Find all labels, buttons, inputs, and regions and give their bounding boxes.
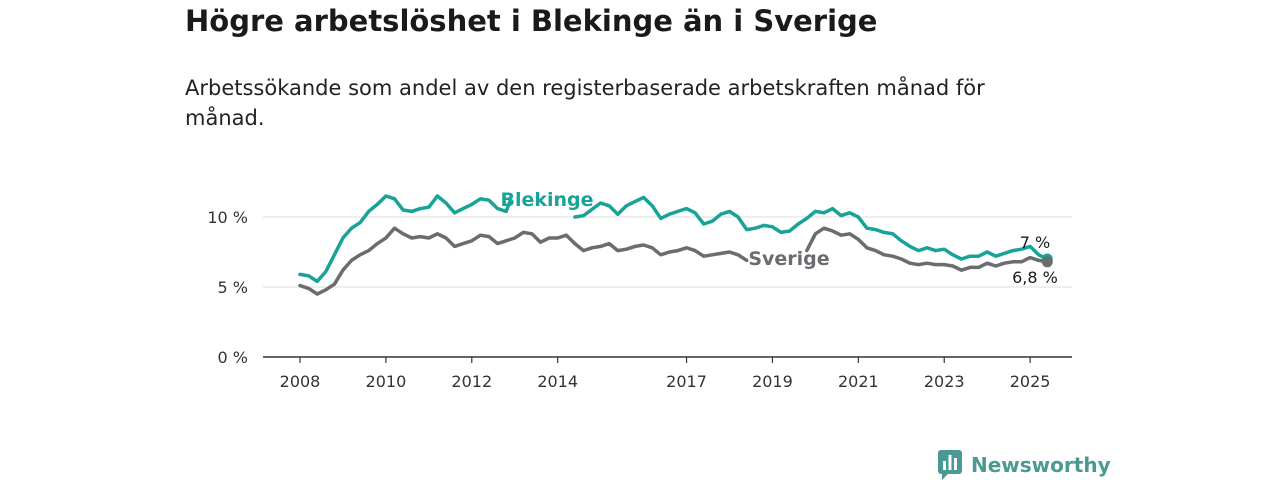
y-tick-label: 5 % [218,278,248,297]
x-tick-label: 2021 [838,372,879,391]
y-tick-label: 10 % [207,208,248,227]
series-line-blekinge [573,195,1050,261]
brand[interactable]: Newsworthy [937,448,1111,482]
x-tick-label: 2008 [280,372,321,391]
x-tick-label: 2025 [1010,372,1051,391]
chart-title: Högre arbetslöshet i Blekinge än i Sveri… [185,4,878,38]
series-label-sverige: Sverige [748,248,829,270]
grid-layer: 0 % 5 % 10 % 2008 2010 2012 2014 2017 2019 2021 20… [207,208,1072,391]
series-end-point-sverige [1041,256,1053,268]
x-tick-label: 2014 [537,372,578,391]
x-tick-label: 2010 [366,372,407,391]
series-line-sverige [805,226,1050,272]
series-end-label-sverige: 6,8 % [1012,268,1058,287]
x-tick-label: 2023 [924,372,965,391]
newsworthy-logo-icon [938,450,962,480]
label-layer: Blekinge 7 % Sverige 6,8 % [500,189,1057,287]
x-tick-label: 2017 [666,372,707,391]
x-tick-label: 2012 [451,372,492,391]
series-line-sverige [298,226,749,296]
brand-name: Newsworthy [971,453,1111,477]
y-tick-label: 0 % [218,348,248,367]
series-label-blekinge: Blekinge [500,189,593,211]
series-line-blekinge [298,194,513,284]
series-layer [298,194,1053,296]
x-tick-label: 2019 [752,372,793,391]
chart-subtitle: Arbetssökande som andel av den registerb… [185,76,985,130]
series-end-label-blekinge: 7 % [1020,233,1050,252]
